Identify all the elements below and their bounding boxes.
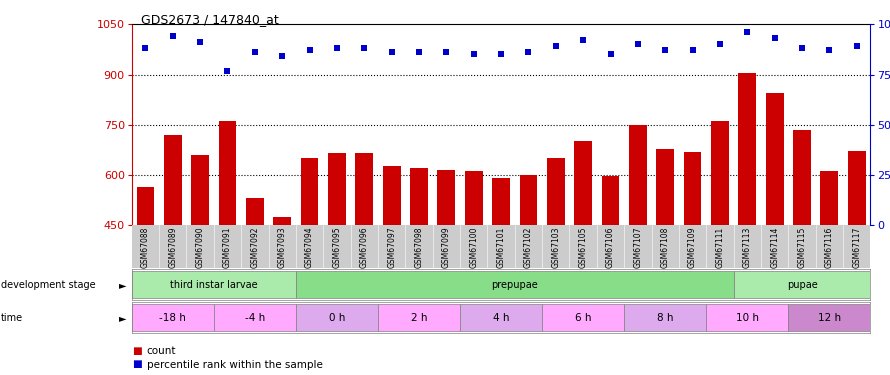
Text: GSM67098: GSM67098 bbox=[415, 226, 424, 268]
Text: GSM67117: GSM67117 bbox=[853, 226, 862, 268]
Text: GSM67111: GSM67111 bbox=[716, 226, 724, 267]
Text: GDS2673 / 147840_at: GDS2673 / 147840_at bbox=[141, 13, 279, 26]
Text: pupae: pupae bbox=[787, 280, 817, 290]
Text: 4 h: 4 h bbox=[493, 313, 509, 322]
Bar bbox=[219, 122, 237, 375]
Text: GSM67109: GSM67109 bbox=[688, 226, 697, 268]
Bar bbox=[656, 149, 674, 375]
Bar bbox=[460, 304, 542, 332]
Bar bbox=[295, 271, 733, 298]
Bar bbox=[492, 177, 510, 375]
Text: 12 h: 12 h bbox=[818, 313, 841, 322]
Text: GSM67095: GSM67095 bbox=[332, 226, 342, 268]
Bar bbox=[793, 130, 811, 375]
Bar bbox=[765, 93, 783, 375]
Bar bbox=[301, 158, 319, 375]
Text: 0 h: 0 h bbox=[328, 313, 345, 322]
Text: 10 h: 10 h bbox=[736, 313, 759, 322]
Text: -4 h: -4 h bbox=[245, 313, 265, 322]
Bar bbox=[739, 73, 756, 375]
Text: GSM67114: GSM67114 bbox=[770, 226, 779, 268]
Bar bbox=[164, 135, 182, 375]
Text: -18 h: -18 h bbox=[159, 313, 186, 322]
Text: 6 h: 6 h bbox=[575, 313, 591, 322]
Bar bbox=[295, 304, 378, 332]
Text: ►: ► bbox=[119, 313, 126, 322]
Text: GSM67100: GSM67100 bbox=[469, 226, 478, 268]
Text: GSM67097: GSM67097 bbox=[387, 226, 396, 268]
Bar bbox=[707, 304, 789, 332]
Text: GSM67105: GSM67105 bbox=[578, 226, 587, 268]
Bar bbox=[711, 121, 729, 375]
Bar bbox=[684, 152, 701, 375]
Text: 2 h: 2 h bbox=[411, 313, 427, 322]
Text: ►: ► bbox=[119, 280, 126, 290]
Bar bbox=[410, 168, 428, 375]
Bar bbox=[214, 304, 295, 332]
Text: development stage: development stage bbox=[1, 280, 95, 290]
Bar bbox=[574, 141, 592, 375]
Bar bbox=[378, 304, 460, 332]
Text: prepupae: prepupae bbox=[491, 280, 538, 290]
Bar bbox=[821, 171, 838, 375]
Bar bbox=[520, 175, 538, 375]
Bar bbox=[328, 153, 346, 375]
Bar bbox=[733, 271, 870, 298]
Text: third instar larvae: third instar larvae bbox=[170, 280, 257, 290]
Text: GSM67103: GSM67103 bbox=[551, 226, 561, 268]
Text: GSM67099: GSM67099 bbox=[441, 226, 451, 268]
Bar bbox=[465, 171, 482, 375]
Bar bbox=[383, 166, 400, 375]
Text: GSM67108: GSM67108 bbox=[660, 226, 670, 268]
Text: ■: ■ bbox=[132, 346, 142, 355]
Text: GSM67093: GSM67093 bbox=[278, 226, 287, 268]
Bar bbox=[355, 153, 373, 375]
Text: GSM67113: GSM67113 bbox=[743, 226, 752, 268]
Text: GSM67090: GSM67090 bbox=[196, 226, 205, 268]
Bar bbox=[629, 124, 647, 375]
Text: 8 h: 8 h bbox=[657, 313, 674, 322]
Text: percentile rank within the sample: percentile rank within the sample bbox=[147, 360, 323, 369]
Bar bbox=[602, 176, 619, 375]
Bar bbox=[273, 217, 291, 375]
Text: GSM67089: GSM67089 bbox=[168, 226, 177, 268]
Bar bbox=[542, 304, 624, 332]
Text: GSM67115: GSM67115 bbox=[797, 226, 806, 268]
Text: GSM67107: GSM67107 bbox=[634, 226, 643, 268]
Bar bbox=[438, 170, 456, 375]
Bar bbox=[136, 186, 154, 375]
Bar bbox=[848, 152, 866, 375]
Bar bbox=[789, 304, 870, 332]
Text: GSM67101: GSM67101 bbox=[497, 226, 506, 268]
Text: GSM67091: GSM67091 bbox=[223, 226, 232, 268]
Text: GSM67092: GSM67092 bbox=[250, 226, 259, 268]
Text: GSM67106: GSM67106 bbox=[606, 226, 615, 268]
Bar bbox=[132, 304, 214, 332]
Bar bbox=[246, 198, 263, 375]
Text: count: count bbox=[147, 346, 176, 355]
Bar bbox=[546, 158, 564, 375]
Text: time: time bbox=[1, 313, 23, 322]
Bar bbox=[132, 271, 295, 298]
Text: GSM67088: GSM67088 bbox=[141, 226, 150, 268]
Bar bbox=[624, 304, 707, 332]
Text: GSM67096: GSM67096 bbox=[360, 226, 368, 268]
Text: GSM67116: GSM67116 bbox=[825, 226, 834, 268]
Bar bbox=[191, 155, 209, 375]
Text: GSM67094: GSM67094 bbox=[305, 226, 314, 268]
Text: GSM67102: GSM67102 bbox=[524, 226, 533, 268]
Text: ■: ■ bbox=[132, 360, 142, 369]
